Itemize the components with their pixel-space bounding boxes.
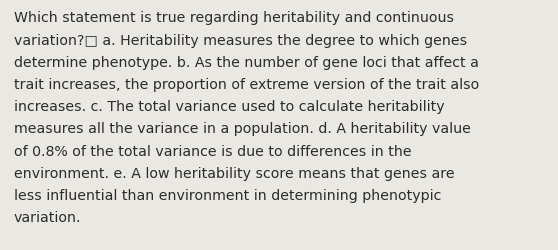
Text: variation?□ a. Heritability measures the degree to which genes: variation?□ a. Heritability measures the… bbox=[14, 33, 467, 47]
Text: less influential than environment in determining phenotypic: less influential than environment in det… bbox=[14, 188, 441, 202]
Text: trait increases, the proportion of extreme version of the trait also: trait increases, the proportion of extre… bbox=[14, 78, 479, 92]
Text: of 0.8% of the total variance is due to differences in the: of 0.8% of the total variance is due to … bbox=[14, 144, 412, 158]
Text: Which statement is true regarding heritability and continuous: Which statement is true regarding herita… bbox=[14, 11, 454, 25]
Text: increases. c. The total variance used to calculate heritability: increases. c. The total variance used to… bbox=[14, 100, 445, 114]
Text: determine phenotype. b. As the number of gene loci that affect a: determine phenotype. b. As the number of… bbox=[14, 56, 479, 70]
Text: variation.: variation. bbox=[14, 210, 81, 224]
Text: measures all the variance in a population. d. A heritability value: measures all the variance in a populatio… bbox=[14, 122, 471, 136]
Text: environment. e. A low heritability score means that genes are: environment. e. A low heritability score… bbox=[14, 166, 455, 180]
